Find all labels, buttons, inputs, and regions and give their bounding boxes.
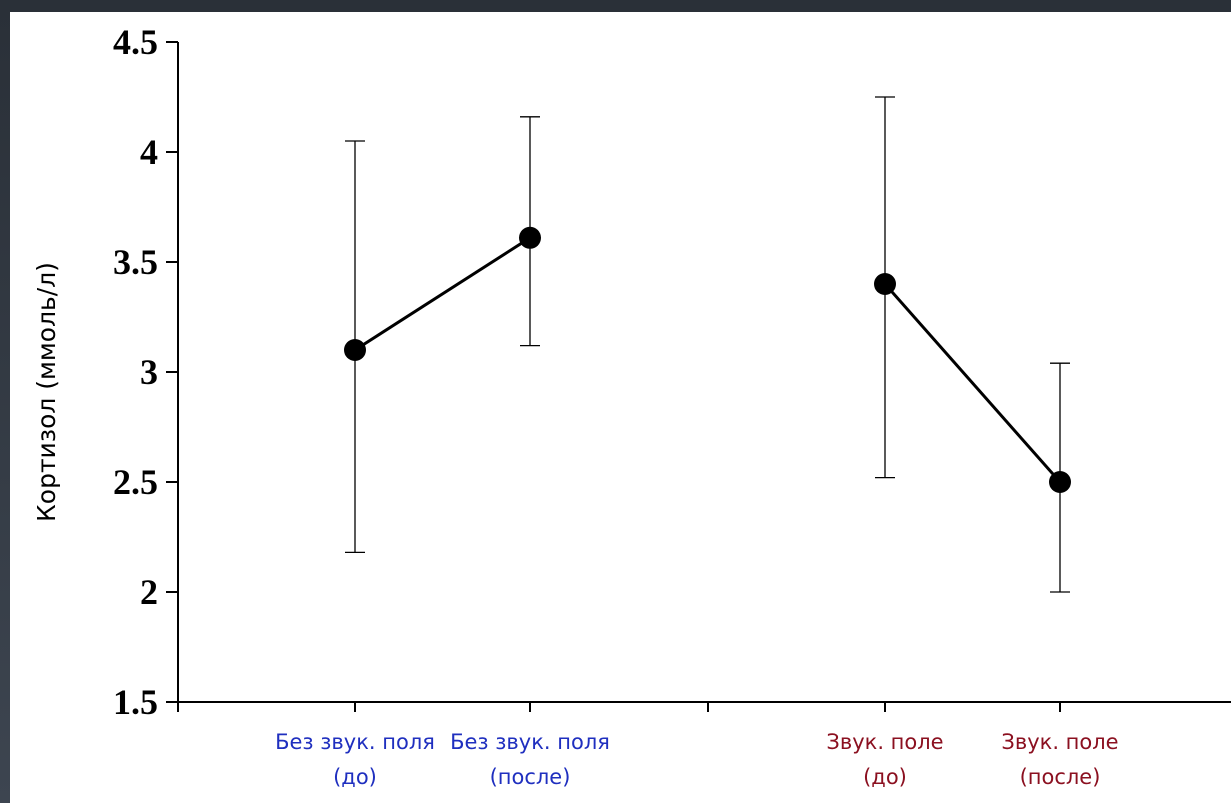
y-tick-label: 4 [140,132,158,172]
y-tick-label: 3 [140,352,158,392]
x-category-label-line2: (после) [1020,765,1101,789]
x-category-label-line2: (до) [333,765,377,789]
series-lines [354,236,1062,483]
series-line [883,283,1062,483]
error-bars [345,96,1070,593]
x-category-label-line1: Звук. поле [826,730,943,754]
x-category-label: Без звук. поля (до) [275,730,435,789]
data-point [1049,471,1071,493]
data-point [874,273,896,295]
chart-frame: 1.5 2 2.5 3 3.5 4 4.5 Кортизол (ммоль/л) Без з… [10,12,1231,803]
x-category-label: Без звук. поля (после) [450,730,610,789]
chart-canvas: 1.5 2 2.5 3 3.5 4 4.5 Кортизол (ммоль/л) Без з… [32,22,1231,789]
data-point [344,339,366,361]
series-line [354,236,531,352]
y-tick-label: 4.5 [113,22,158,62]
x-category-label-line1: Звук. поле [1001,730,1118,754]
x-category-label: Звук. поле (после) [1001,730,1118,789]
x-category-label-line1: Без звук. поля [450,730,610,754]
y-axis-label: Кортизол (ммоль/л) [32,262,61,522]
y-tick-label: 2 [140,572,158,612]
y-tick-label: 3.5 [113,242,158,282]
axes [177,42,1231,712]
x-category-label-line2: (до) [863,765,907,789]
x-axis-labels: Без звук. поля(до)Без звук. поля(после)З… [275,730,1119,789]
x-category-label: Звук. поле (до) [826,730,943,789]
y-axis-ticks: 1.5 2 2.5 3 3.5 4 4.5 [113,22,178,722]
y-tick-label: 1.5 [113,682,158,722]
y-tick-label: 2.5 [113,462,158,502]
x-category-label-line1: Без звук. поля [275,730,435,754]
data-points [344,226,1071,493]
x-category-label-line2: (после) [490,765,571,789]
data-point [519,226,541,249]
